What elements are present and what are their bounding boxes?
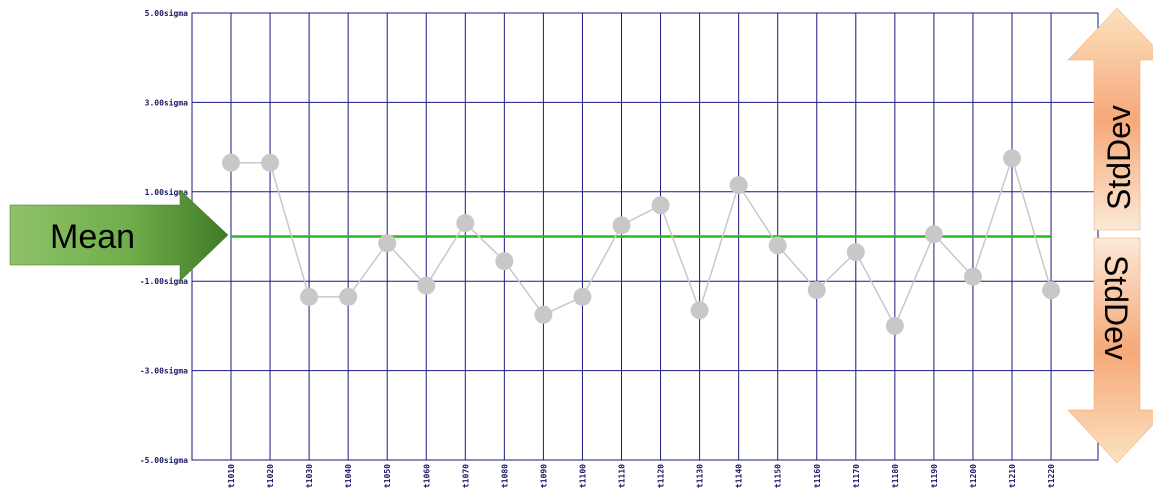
data-point: [690, 301, 709, 320]
data-point: [495, 252, 514, 271]
y-tick-label: 5.00sigma: [145, 8, 189, 18]
data-point: [339, 287, 358, 306]
data-point: [222, 153, 240, 172]
stdev-up-arrow: StdDev: [1067, 7, 1153, 231]
x-tick-label: t1170: [852, 464, 861, 488]
x-tick-label: t1210: [1008, 464, 1017, 488]
x-tick-label: t1150: [774, 464, 783, 488]
data-point: [768, 236, 787, 255]
x-tick-label: t1060: [422, 464, 431, 488]
y-tick-label: -5.00sigma: [140, 455, 188, 465]
mean-arrow: Mean: [9, 189, 229, 282]
stdev-down-label: StdDev: [1098, 255, 1134, 360]
data-point: [924, 225, 943, 244]
data-point: [456, 214, 475, 233]
y-tick-label: 3.00sigma: [145, 97, 189, 107]
series-line: [231, 155, 1052, 328]
x-tick-label: t1030: [305, 464, 314, 488]
x-tick-label: t1220: [1047, 464, 1056, 488]
x-tick-label: t1180: [891, 464, 900, 488]
mean-label: Mean: [50, 218, 135, 256]
stdev-up-label: StdDev: [1101, 105, 1137, 210]
data-point: [729, 176, 748, 195]
data-point: [300, 287, 319, 306]
data-point: [963, 267, 982, 286]
data-point: [534, 305, 553, 324]
x-tick-label: t1010: [227, 464, 236, 488]
x-tick-label: t1130: [696, 464, 705, 488]
x-tick-label: t1090: [539, 464, 548, 488]
data-point: [1042, 281, 1061, 300]
y-tick-label: -3.00sigma: [140, 366, 188, 376]
x-tick-label: t1020: [266, 464, 275, 488]
x-tick-label: t1120: [657, 464, 666, 488]
x-tick-label: t1140: [735, 464, 744, 488]
data-point: [846, 243, 865, 262]
data-point: [612, 216, 631, 235]
x-tick-label: t1080: [500, 464, 509, 488]
y-axis-ticks: 5.00sigma 3.00sigma 1.00sigma -1.00sigma -3.…: [140, 8, 188, 465]
data-point: [1003, 149, 1021, 168]
x-tick-label: t1100: [578, 464, 587, 488]
x-tick-label: t1110: [618, 464, 627, 488]
data-point: [417, 276, 436, 295]
data-series: [222, 149, 1061, 335]
y-tick-label: -1.00sigma: [140, 276, 188, 286]
data-point: [378, 234, 397, 253]
x-tick-label: t1070: [461, 464, 470, 488]
x-tick-label: t1190: [930, 464, 939, 488]
data-point: [261, 153, 280, 172]
x-tick-label: t1160: [813, 464, 822, 488]
stdev-down-arrow: StdDev: [1067, 237, 1153, 464]
data-point: [573, 287, 592, 306]
x-tick-label: t1040: [344, 464, 353, 488]
x-axis-ticks: t1010 t1020 t1030 t1040 t1050 t1060 t1070 t1080…: [227, 464, 1056, 488]
data-point: [885, 316, 904, 335]
data-point: [807, 281, 826, 300]
x-tick-label: t1200: [969, 464, 978, 488]
y-tick-label: 1.00sigma: [145, 187, 189, 197]
x-tick-label: t1050: [383, 464, 392, 488]
data-point: [651, 196, 670, 215]
